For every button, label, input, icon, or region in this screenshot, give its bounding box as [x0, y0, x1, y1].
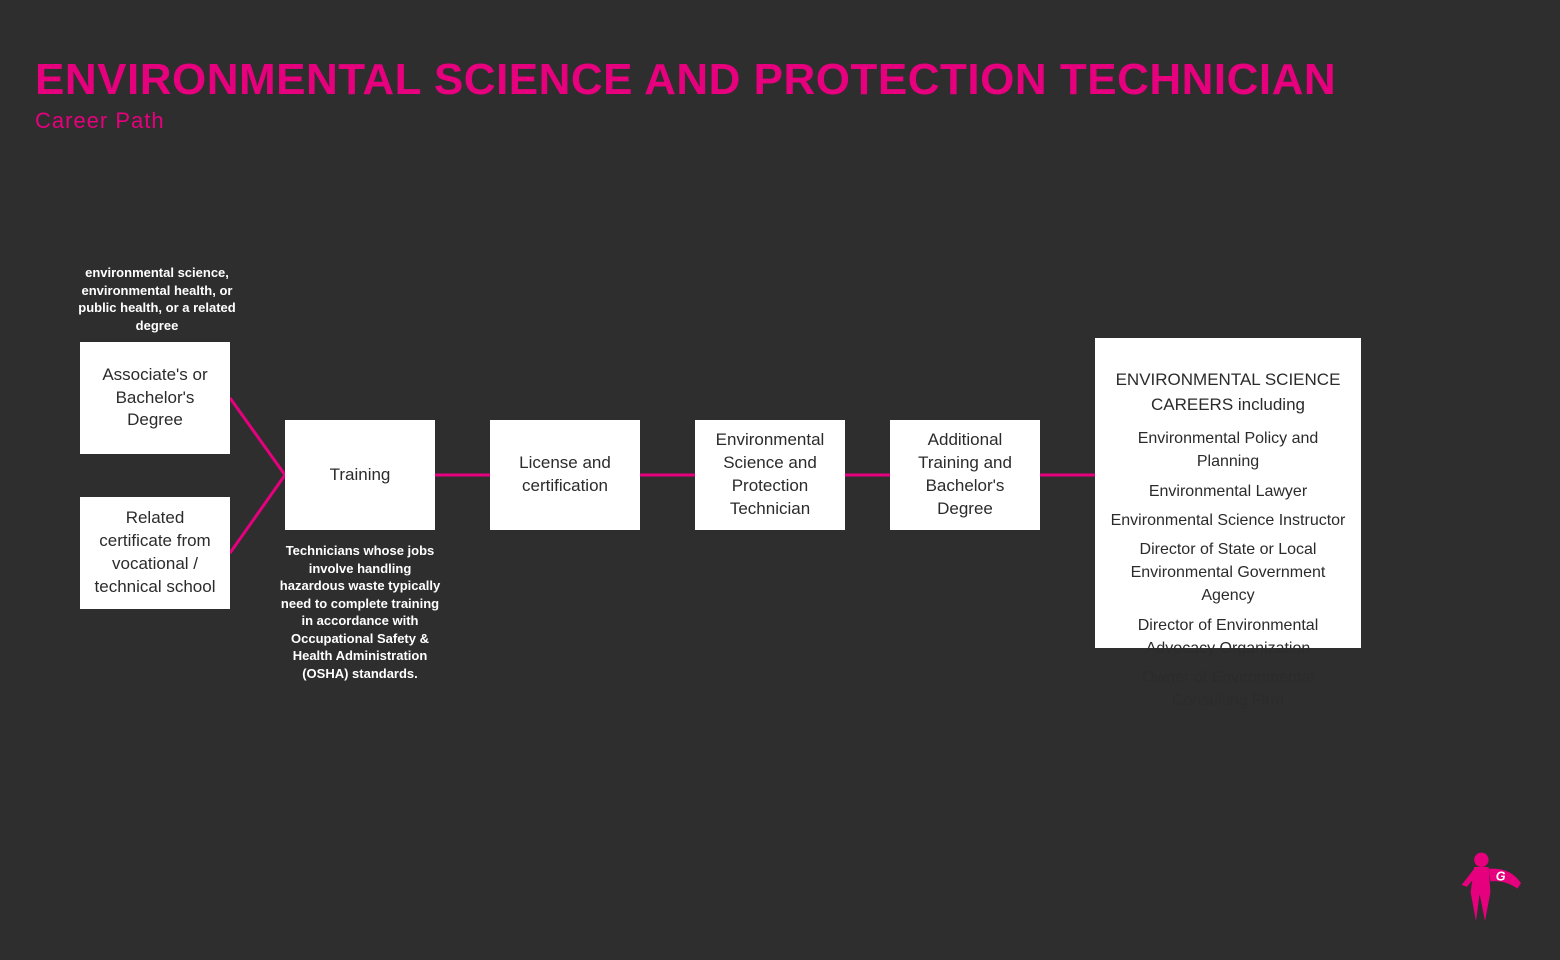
edge [230, 398, 285, 475]
career-path-diagram: Associate's or Bachelor's Degree Related… [0, 0, 1560, 960]
node-certificate: Related certificate from vocational / te… [80, 497, 230, 609]
node-label: Environmental Science and Protection Tec… [707, 429, 833, 521]
node-label: License and certification [502, 452, 628, 498]
career-item: Environmental Lawyer [1109, 480, 1347, 503]
annotation-degree: environmental science, environmental hea… [72, 264, 242, 334]
node-label: Training [330, 464, 391, 487]
careers-heading: ENVIRONMENTAL SCIENCE CAREERS including [1109, 368, 1347, 417]
node-license: License and certification [490, 420, 640, 530]
annotation-training: Technicians whose jobs involve handling … [278, 542, 442, 682]
career-item: Environmental Policy and Planning [1109, 427, 1347, 473]
node-training: Training [285, 420, 435, 530]
edge [230, 475, 285, 553]
node-degree: Associate's or Bachelor's Degree [80, 342, 230, 454]
careers-box: ENVIRONMENTAL SCIENCE CAREERS including … [1095, 338, 1361, 648]
node-technician: Environmental Science and Protection Tec… [695, 420, 845, 530]
career-item: Environmental Science Instructor [1109, 509, 1347, 532]
career-item: Owner of Environmental Consulting Firm [1109, 666, 1347, 712]
career-item: Director of State or Local Environmental… [1109, 538, 1347, 608]
careers-list: Environmental Policy and Planning Environ… [1109, 427, 1347, 712]
node-label: Related certificate from vocational / te… [92, 507, 218, 599]
node-label: Associate's or Bachelor's Degree [92, 364, 218, 433]
node-additional-training: Additional Training and Bachelor's Degre… [890, 420, 1040, 530]
node-label: Additional Training and Bachelor's Degre… [902, 429, 1028, 521]
career-item: Director of Environmental Advocacy Organ… [1109, 614, 1347, 660]
logo-initial: G [1496, 870, 1506, 884]
brand-logo: G [1440, 840, 1530, 930]
